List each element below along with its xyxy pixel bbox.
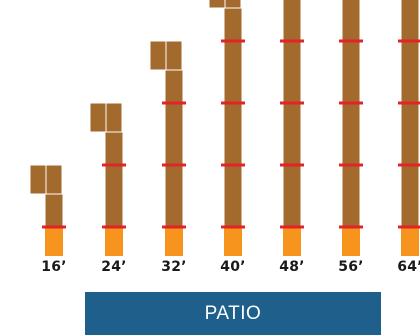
col-7-joint-line — [398, 225, 420, 229]
col-3-cap-right — [165, 40, 183, 71]
col-2-joint-line — [102, 163, 126, 167]
col-4-post-segment — [223, 40, 243, 104]
col-7-footing — [401, 227, 419, 256]
col-2-footing — [105, 227, 123, 256]
col-2-post-top — [104, 131, 124, 166]
col-4-post-top — [223, 7, 243, 42]
col-5-joint-line — [280, 39, 304, 43]
col-5-joint-line — [280, 163, 304, 167]
col-1-joint-line — [42, 225, 66, 229]
col-4-joint-line — [221, 101, 245, 105]
col-5-post-segment — [282, 0, 302, 42]
col-6-footing — [342, 227, 360, 256]
col-4-cap-right — [224, 0, 242, 9]
col-3-joint-line — [162, 163, 186, 167]
length-label-3: 32’ — [161, 259, 187, 275]
col-5-post-segment — [282, 102, 302, 166]
length-label-2: 24’ — [101, 259, 127, 275]
col-2-cap-right — [105, 102, 123, 133]
col-6-post-segment — [341, 164, 361, 228]
length-label-1: 16’ — [41, 259, 67, 275]
length-label-6: 56’ — [338, 259, 364, 275]
col-1-footing — [45, 227, 63, 256]
col-4-footing — [224, 227, 242, 256]
col-5-post-segment — [282, 40, 302, 104]
col-7-joint-line — [398, 163, 420, 167]
col-5-joint-line — [280, 101, 304, 105]
col-2-post-segment — [104, 164, 124, 228]
col-6-post-segment — [341, 0, 361, 42]
length-label-7: 64’ — [397, 259, 420, 275]
col-1-cap-right — [45, 164, 63, 195]
col-6-post-segment — [341, 102, 361, 166]
patio-label: PATIO — [204, 302, 262, 324]
patio-banner: PATIO — [85, 292, 381, 335]
col-6-joint-line — [339, 101, 363, 105]
col-7-post-segment — [400, 40, 420, 104]
col-5-footing — [283, 227, 301, 256]
col-3-cap-left — [149, 40, 167, 71]
col-4-post-segment — [223, 102, 243, 166]
col-4-post-segment — [223, 164, 243, 228]
col-7-post-segment — [400, 102, 420, 166]
col-4-joint-line — [221, 225, 245, 229]
col-6-post-segment — [341, 40, 361, 104]
col-7-post-segment — [400, 164, 420, 228]
col-2-joint-line — [102, 225, 126, 229]
col-3-joint-line — [162, 225, 186, 229]
length-label-5: 48’ — [279, 259, 305, 275]
col-7-post-segment — [400, 0, 420, 42]
col-4-cap-left — [208, 0, 226, 9]
col-3-post-segment — [164, 102, 184, 166]
deck-columns-svg — [29, 0, 420, 256]
col-7-joint-line — [398, 101, 420, 105]
col-5-post-segment — [282, 164, 302, 228]
col-3-joint-line — [162, 101, 186, 105]
col-1-cap-left — [29, 164, 47, 195]
col-1-post-top — [44, 193, 64, 228]
col-7-joint-line — [398, 39, 420, 43]
col-5-joint-line — [280, 225, 304, 229]
col-2-cap-left — [89, 102, 107, 133]
col-3-footing — [165, 227, 183, 256]
col-3-post-segment — [164, 164, 184, 228]
col-6-joint-line — [339, 163, 363, 167]
col-4-joint-line — [221, 39, 245, 43]
col-6-joint-line — [339, 39, 363, 43]
length-label-4: 40’ — [220, 259, 246, 275]
col-6-joint-line — [339, 225, 363, 229]
col-3-post-top — [164, 69, 184, 104]
col-4-joint-line — [221, 163, 245, 167]
